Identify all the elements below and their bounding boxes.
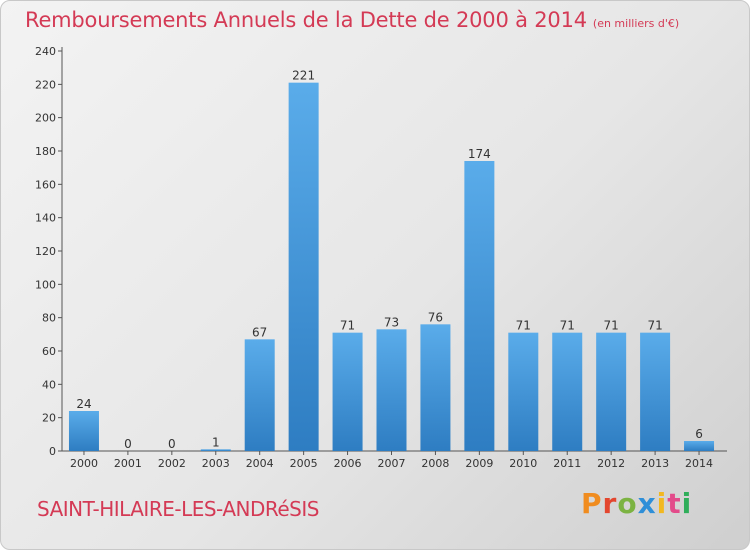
logo-letter: x	[637, 487, 657, 520]
logo-letter: t	[667, 487, 682, 520]
data-label-2006: 71	[340, 319, 355, 333]
logo-letter: i	[681, 487, 693, 520]
x-tick-label: 2006	[334, 457, 362, 470]
data-label-2001: 0	[124, 437, 132, 451]
bar-2010	[508, 332, 539, 451]
data-label-2000: 24	[76, 397, 91, 411]
y-tick-label: 100	[35, 278, 56, 291]
proxiti-logo: Proxiti	[581, 487, 692, 520]
chart-labels: 2000 24 2001 0 2002 0 2003 1 2004 67 2005 221 2006 71…	[70, 69, 713, 470]
x-tick-label: 2012	[597, 457, 625, 470]
bar-2007	[376, 329, 407, 451]
y-tick-label: 180	[35, 145, 56, 158]
y-tick-label: 20	[42, 412, 56, 425]
bar-2009	[464, 161, 495, 451]
bar-2014	[684, 441, 715, 451]
bar-2006	[332, 332, 363, 451]
data-label-2008: 76	[428, 310, 443, 324]
x-tick-label: 2001	[114, 457, 142, 470]
data-label-2002: 0	[168, 437, 176, 451]
bar-2008	[420, 324, 451, 451]
x-tick-label: 2003	[202, 457, 230, 470]
x-tick-label: 2008	[421, 457, 449, 470]
x-tick-label: 2004	[246, 457, 274, 470]
chart-title: Remboursements Annuels de la Dette de 20…	[25, 8, 679, 32]
data-label-2009: 174	[468, 147, 491, 161]
y-tick-label: 0	[49, 445, 56, 458]
data-label-2005: 221	[292, 69, 315, 83]
bar-2005	[288, 82, 319, 452]
data-label-2014: 6	[695, 427, 703, 441]
x-tick-label: 2014	[685, 457, 713, 470]
data-label-2013: 71	[647, 319, 662, 333]
x-tick-label: 2011	[553, 457, 581, 470]
y-tick-label: 160	[35, 178, 56, 191]
x-tick-label: 2007	[378, 457, 406, 470]
y-tick-label: 200	[35, 112, 56, 125]
bar-2013	[640, 332, 671, 451]
y-tick-label: 120	[35, 245, 56, 258]
y-tick-label: 240	[35, 45, 56, 58]
x-tick-label: 2013	[641, 457, 669, 470]
y-tick-label: 220	[35, 78, 56, 91]
logo-letter: o	[617, 487, 638, 520]
chart-title-text: Remboursements Annuels de la Dette de 20…	[25, 8, 587, 32]
chart-bars	[68, 82, 715, 452]
chart-unit: (en milliers d'€)	[592, 17, 680, 30]
x-tick-label: 2009	[465, 457, 493, 470]
logo-letter: r	[602, 487, 618, 520]
place-name: SAINT-HILAIRE-LES-ANDRéSIS	[37, 497, 319, 521]
data-label-2010: 71	[516, 319, 531, 333]
data-label-2007: 73	[384, 315, 399, 329]
bar-2011	[552, 332, 583, 451]
y-tick-label: 40	[42, 378, 56, 391]
x-tick-label: 2010	[509, 457, 537, 470]
y-tick-label: 60	[42, 345, 56, 358]
data-label-2003: 1	[212, 435, 220, 449]
x-tick-label: 2002	[158, 457, 186, 470]
data-label-2004: 67	[252, 325, 267, 339]
data-label-2011: 71	[560, 319, 575, 333]
y-tick-label: 80	[42, 312, 56, 325]
x-tick-label: 2005	[290, 457, 318, 470]
y-tick-label: 140	[35, 212, 56, 225]
logo-letter: i	[656, 487, 668, 520]
bar-2004	[244, 339, 275, 451]
logo-letter: P	[581, 487, 603, 520]
x-tick-label: 2000	[70, 457, 98, 470]
bar-2000	[68, 411, 99, 451]
bar-2012	[596, 332, 627, 451]
data-label-2012: 71	[604, 319, 619, 333]
bar-2003	[200, 449, 231, 451]
